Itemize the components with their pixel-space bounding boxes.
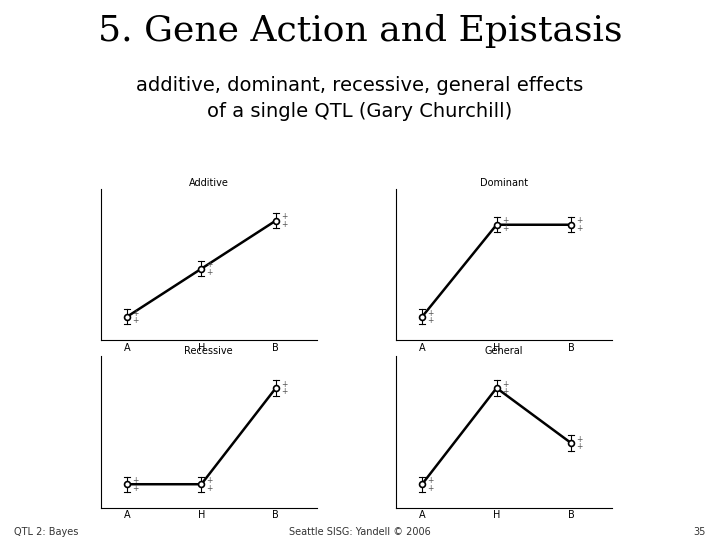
Text: +: + xyxy=(132,476,138,485)
Text: +: + xyxy=(502,387,508,396)
Text: +: + xyxy=(502,217,508,226)
Point xyxy=(416,313,428,321)
Text: +: + xyxy=(427,308,433,318)
Text: +: + xyxy=(576,224,582,233)
Text: Seattle SISG: Yandell © 2006: Seattle SISG: Yandell © 2006 xyxy=(289,527,431,537)
Point xyxy=(121,480,132,489)
Text: additive, dominant, recessive, general effects
of a single QTL (Gary Churchill): additive, dominant, recessive, general e… xyxy=(136,76,584,121)
Text: +: + xyxy=(132,308,138,318)
Point xyxy=(491,220,503,229)
Text: QTL 2: Bayes: QTL 2: Bayes xyxy=(14,527,78,537)
Point xyxy=(196,265,207,273)
Point xyxy=(196,480,207,489)
Title: Dominant: Dominant xyxy=(480,178,528,188)
Text: +: + xyxy=(576,435,582,444)
Text: +: + xyxy=(207,483,213,492)
Point xyxy=(416,480,428,489)
Title: Recessive: Recessive xyxy=(184,346,233,356)
Text: +: + xyxy=(427,483,433,492)
Text: +: + xyxy=(132,316,138,325)
Text: 35: 35 xyxy=(693,527,706,537)
Point xyxy=(270,217,282,225)
Text: +: + xyxy=(132,483,138,492)
Text: +: + xyxy=(576,217,582,226)
Title: Additive: Additive xyxy=(189,178,229,188)
Point xyxy=(491,384,503,393)
Point xyxy=(270,384,282,393)
Text: +: + xyxy=(281,387,287,396)
Text: +: + xyxy=(576,442,582,451)
Text: +: + xyxy=(502,224,508,233)
Point xyxy=(565,220,577,229)
Point xyxy=(565,438,577,447)
Text: +: + xyxy=(427,316,433,325)
Text: +: + xyxy=(281,220,287,229)
Text: 5. Gene Action and Epistasis: 5. Gene Action and Epistasis xyxy=(98,14,622,48)
Text: +: + xyxy=(281,212,287,221)
Text: +: + xyxy=(502,380,508,389)
Point xyxy=(121,313,132,321)
Text: +: + xyxy=(207,268,213,277)
Text: +: + xyxy=(207,476,213,485)
Text: +: + xyxy=(207,260,213,269)
Text: +: + xyxy=(281,380,287,389)
Text: +: + xyxy=(427,476,433,485)
Title: General: General xyxy=(485,346,523,356)
